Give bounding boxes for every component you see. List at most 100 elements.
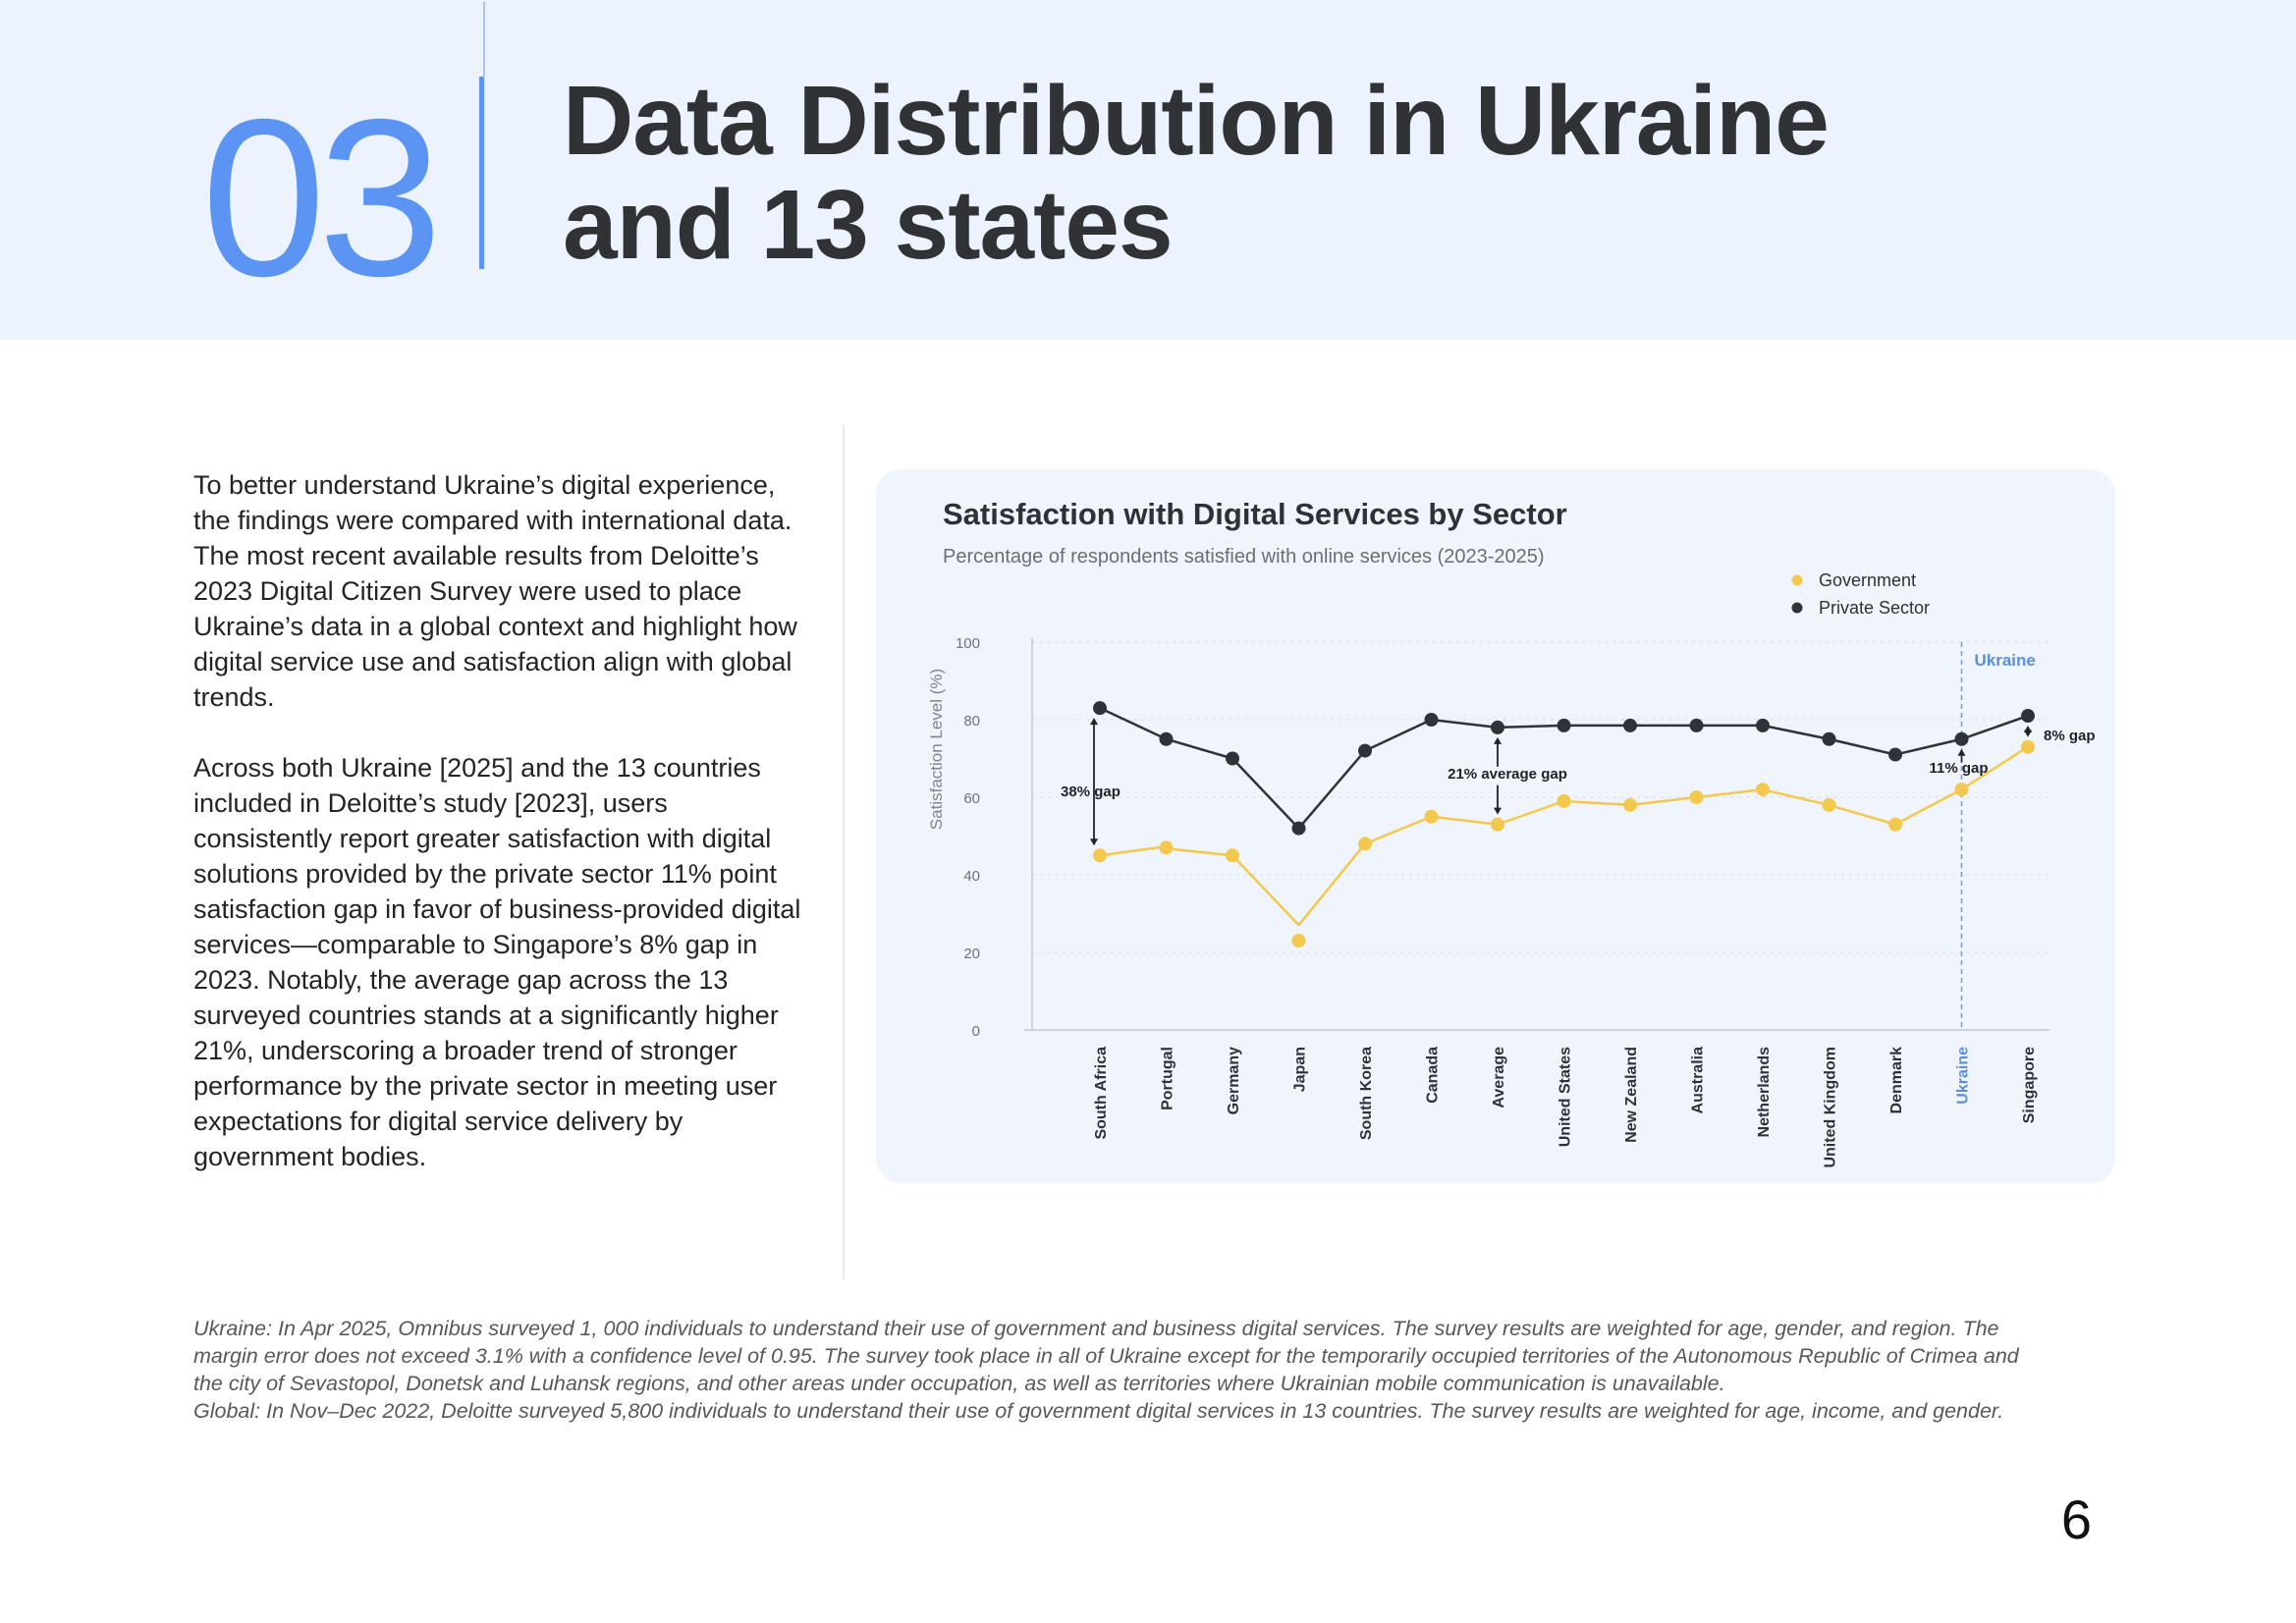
page-title-line-2: and 13 states	[563, 170, 1174, 280]
annotation-arrowhead-up	[1957, 748, 1966, 756]
header-divider-top	[483, 2, 485, 77]
annotation-arrowhead-down	[2024, 730, 2032, 737]
legend-marker-private-sector	[1791, 602, 1803, 614]
series-government-line-c	[1231, 854, 1300, 927]
header-band: 03 Data Distribution in Ukraine and 13 s…	[0, 0, 2296, 340]
annotation-arrowhead-down	[1090, 839, 1098, 846]
ukraine-highlight: Ukraine	[1960, 642, 2036, 1030]
series-government-line-b	[1168, 847, 1233, 857]
annotation-label: 38% gap	[1061, 784, 1121, 800]
point-private-sector-portugal	[1159, 731, 1174, 746]
point-government-australia	[1689, 790, 1704, 804]
x-tick-united-kingdom: United Kingdom	[1823, 1047, 1839, 1168]
legend-marker-government	[1791, 574, 1803, 586]
point-government-germany	[1226, 848, 1239, 863]
series-government-line-d	[1297, 745, 2029, 926]
point-private-sector-united-kingdom	[1822, 731, 1836, 746]
chart-annotations: 38% gap 21% average gap 11% gap 8% gap	[1061, 718, 2096, 846]
x-tick-portugal: Portugal	[1160, 1047, 1176, 1110]
point-government-new-zealand	[1623, 797, 1637, 812]
intro-text: To better understand Ukraine’s digital e…	[193, 467, 812, 1210]
x-tick-united-states: United States	[1558, 1047, 1574, 1147]
annotation-21-average-gap: 21% average gap	[1448, 736, 1567, 815]
point-private-sector-singapore	[2021, 709, 2035, 724]
point-private-sector-south-korea	[1358, 743, 1372, 758]
x-tick-new-zealand: New Zealand	[1623, 1047, 1640, 1143]
legend-label-government: Government	[1819, 570, 1916, 590]
page-number: 6	[2060, 1488, 2092, 1550]
point-private-sector-south-africa	[1093, 701, 1107, 716]
x-tick-south-africa: South Africa	[1093, 1047, 1110, 1140]
intro-paragraph-2: Across both Ukraine [2025] and the 13 co…	[193, 753, 801, 1171]
point-government-japan	[1291, 934, 1306, 948]
y-tick-100: 100	[956, 635, 980, 652]
y-tick-80: 80	[963, 713, 980, 730]
chart-card: Satisfaction with Digital Services by Se…	[876, 469, 2115, 1183]
point-private-sector-australia	[1689, 718, 1704, 732]
page-title-line-1: Data Distribution in Ukraine	[563, 66, 1830, 176]
point-government-canada	[1424, 809, 1439, 824]
x-tick-australia: Australia	[1690, 1047, 1707, 1114]
x-tick-netherlands: Netherlands	[1756, 1047, 1773, 1138]
x-tick-canada: Canada	[1425, 1047, 1442, 1104]
annotation-8-gap: 8% gap	[2024, 726, 2096, 744]
point-government-ukraine	[1954, 783, 1969, 797]
footnote: Ukraine: In Apr 2025, Omnibus surveyed 1…	[193, 1315, 2118, 1425]
point-government-netherlands	[1756, 783, 1770, 797]
y-tick-0: 0	[972, 1023, 980, 1040]
satisfaction-chart: Satisfaction with Digital Services by Se…	[927, 497, 2096, 1168]
y-tick-60: 60	[963, 790, 980, 807]
intro-paragraph-1: To better understand Ukraine’s digital e…	[193, 470, 797, 712]
chart-title: Satisfaction with Digital Services by Se…	[943, 497, 1567, 531]
footnote-line-4: Global: In Nov–Dec 2022, Deloitte survey…	[193, 1399, 2004, 1423]
annotation-label: 11% gap	[1930, 760, 1989, 777]
point-private-sector-japan	[1291, 821, 1306, 836]
point-private-sector-average	[1491, 720, 1504, 734]
chart-axes: 0 20 40 60 80 100	[956, 635, 2050, 1040]
annotation-label: 21% average gap	[1448, 766, 1567, 783]
footnote-line-1: Ukraine: In Apr 2025, Omnibus surveyed 1…	[193, 1317, 1999, 1340]
point-government-average	[1491, 817, 1504, 832]
point-private-sector-canada	[1424, 713, 1439, 727]
y-tick-20: 20	[963, 946, 980, 962]
x-tick-average: Average	[1491, 1047, 1507, 1109]
point-private-sector-denmark	[1888, 747, 1902, 762]
point-government-south-korea	[1358, 837, 1372, 851]
point-private-sector-new-zealand	[1623, 718, 1637, 732]
header-divider	[479, 77, 484, 269]
series-government-line-a	[1099, 845, 1165, 857]
legend-label-private-sector: Private Sector	[1819, 598, 1930, 618]
point-private-sector-ukraine	[1954, 731, 1969, 746]
chart-grid	[1032, 641, 2050, 953]
chart-subtitle: Percentage of respondents satisfied with…	[943, 546, 1545, 568]
chart-legend: Government Private Sector	[1791, 570, 1930, 618]
point-government-united-kingdom	[1822, 797, 1836, 812]
point-private-sector-germany	[1226, 751, 1239, 766]
x-tick-singapore: Singapore	[2021, 1047, 2038, 1123]
page-title: Data Distribution in Ukraine and 13 stat…	[563, 66, 1830, 280]
point-private-sector-united-states	[1557, 718, 1571, 732]
y-axis-label: Satisfaction Level (%)	[927, 669, 946, 830]
annotation-arrowhead-down	[1494, 807, 1502, 815]
annotation-38-gap: 38% gap	[1061, 718, 1121, 846]
point-government-united-states	[1557, 793, 1571, 808]
x-tick-japan: Japan	[1292, 1047, 1309, 1092]
ukraine-highlight-label: Ukraine	[1975, 651, 2036, 670]
annotation-arrowhead-up	[1090, 718, 1098, 726]
chart-series	[1093, 701, 2035, 948]
annotation-11-gap: 11% gap	[1930, 748, 1989, 777]
x-tick-germany: Germany	[1226, 1047, 1242, 1114]
point-government-singapore	[2021, 739, 2035, 754]
point-government-south-africa	[1093, 848, 1107, 863]
footnote-line-3: the city of Sevastopol, Donetsk and Luha…	[193, 1372, 1725, 1395]
annotation-arrowhead-up	[1494, 736, 1502, 744]
footnote-line-2: margin error does not exceed 3.1% with a…	[193, 1344, 2019, 1368]
point-government-portugal	[1159, 840, 1174, 855]
point-private-sector-netherlands	[1756, 718, 1770, 732]
x-tick-denmark: Denmark	[1888, 1047, 1905, 1114]
y-tick-40: 40	[963, 868, 980, 885]
x-tick-south-korea: South Korea	[1358, 1047, 1375, 1140]
x-tick-ukraine: Ukraine	[1955, 1047, 1972, 1105]
section-number: 03	[201, 74, 443, 323]
x-tick-labels: South Africa Portugal Germany Japan South Ko…	[1093, 1047, 2038, 1168]
